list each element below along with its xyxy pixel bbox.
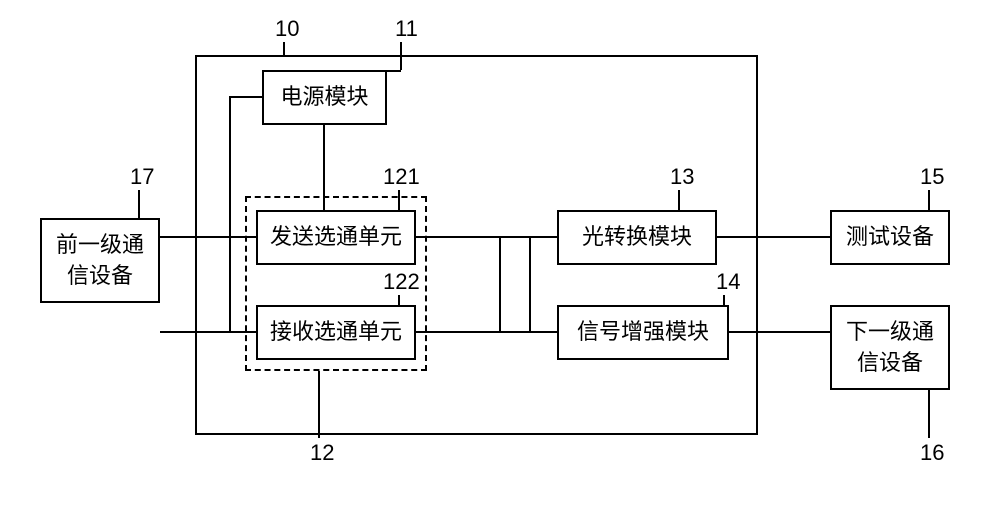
label-16: 16 (920, 440, 944, 466)
leader-13 (678, 190, 680, 210)
test-equip-box: 测试设备 (830, 210, 950, 265)
conn-mid-v1 (499, 236, 501, 333)
power-module-label: 电源模块 (272, 82, 376, 113)
optical-conv-box: 光转换模块 (557, 210, 717, 265)
label-121: 121 (383, 164, 420, 190)
conn-power-send (323, 125, 325, 210)
label-11: 11 (395, 16, 418, 42)
leader-14 (723, 295, 725, 305)
leader-122 (398, 295, 400, 305)
label-15: 15 (920, 164, 944, 190)
leader-121 (398, 190, 400, 210)
conn-mid-v2 (529, 236, 531, 333)
send-gating-box: 发送选通单元 (256, 210, 416, 265)
leader-17 (138, 190, 140, 218)
label-10: 10 (275, 16, 299, 42)
next-comm-box: 下一级通信设备 (830, 305, 950, 390)
send-gating-label: 发送选通单元 (262, 222, 410, 253)
conn-recv-sig (416, 331, 557, 333)
prev-comm-label: 前一级通信设备 (42, 230, 158, 292)
optical-conv-label: 光转换模块 (574, 222, 700, 253)
recv-gating-label: 接收选通单元 (262, 317, 410, 348)
next-comm-label: 下一级通信设备 (832, 317, 948, 379)
label-14: 14 (716, 269, 740, 295)
label-17: 17 (130, 164, 154, 190)
label-13: 13 (670, 164, 694, 190)
power-module-box: 电源模块 (262, 70, 387, 125)
conn-prev-send (160, 236, 256, 238)
conn-send-opt (416, 236, 557, 238)
conn-power-bus-v (229, 96, 231, 333)
leader-12 (318, 371, 320, 438)
leader-11 (400, 42, 402, 70)
conn-power-bus-h (229, 96, 264, 98)
conn-prev-recv (160, 331, 256, 333)
signal-enh-label: 信号增强模块 (569, 317, 717, 348)
test-equip-label: 测试设备 (838, 222, 942, 253)
label-122: 122 (383, 269, 420, 295)
leader-15 (928, 190, 930, 210)
leader-16 (928, 390, 930, 438)
recv-gating-box: 接收选通单元 (256, 305, 416, 360)
conn-opt-test (717, 236, 830, 238)
label-12: 12 (310, 440, 334, 466)
signal-enh-box: 信号增强模块 (557, 305, 729, 360)
leader-10 (283, 42, 285, 55)
conn-sig-next (729, 331, 830, 333)
leader-11b (385, 70, 401, 72)
prev-comm-box: 前一级通信设备 (40, 218, 160, 303)
